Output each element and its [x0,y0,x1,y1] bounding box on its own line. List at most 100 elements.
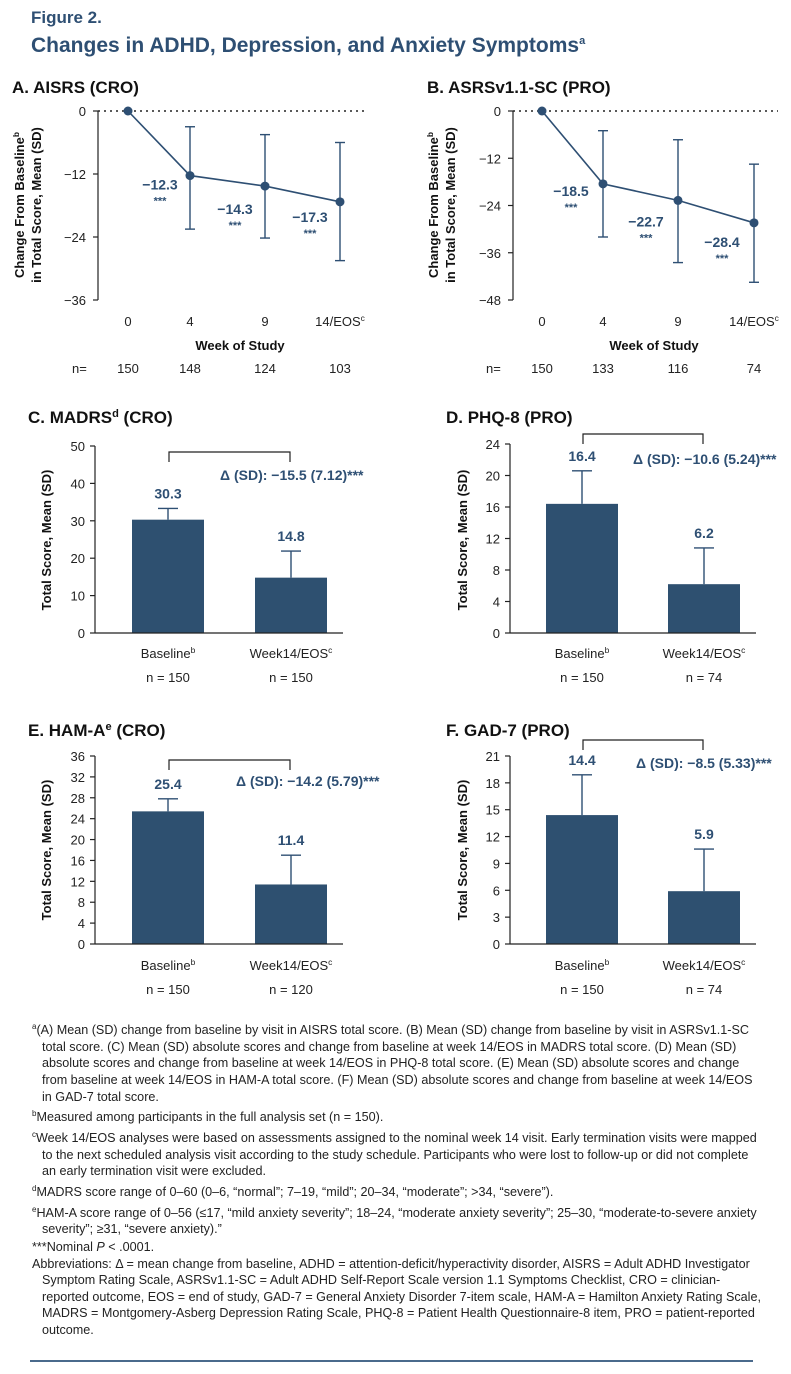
y-tick-label: 0 [78,626,85,641]
data-label: 16.4 [568,448,595,464]
n-count: n = 150 [560,670,604,685]
y-tick-label: 50 [71,439,85,454]
y-tick-label: 21 [486,749,500,764]
y-tick-label: 36 [71,749,85,764]
y-tick-label: 3 [493,910,500,925]
delta-annotation: Δ (SD): −10.6 (5.24)*** [633,451,777,467]
y-axis-title: Total Score, Mean (SD) [39,470,54,611]
significance-marker: *** [640,232,654,244]
x-tick-label: 14/EOSc [315,313,365,329]
x-tick-label: Baselineb [141,957,196,973]
y-tick-label: 24 [71,812,85,827]
y-tick-label: 8 [78,895,85,910]
y-tick-label: −36 [479,246,501,261]
y-tick-label: 32 [71,770,85,785]
n-count: 133 [592,361,614,376]
y-tick-label: −12 [64,167,86,182]
y-tick-label: 12 [486,830,500,845]
panel-title: C. MADRSd (CRO) [28,408,173,427]
x-tick-label: Baselineb [555,957,610,973]
data-point [537,106,547,116]
y-tick-label: 40 [71,476,85,491]
series-line [127,110,341,203]
significance-marker: *** [565,202,579,214]
y-tick-label: −24 [64,230,86,245]
data-label: −14.3 [217,201,253,217]
x-axis-title: Week of Study [195,338,285,353]
x-tick-label: Baselineb [555,645,610,661]
n-count: 148 [179,361,201,376]
y-tick-label: 30 [71,514,85,529]
y-tick-label: 16 [71,853,85,868]
panel-title: D. PHQ-8 (PRO) [446,408,573,427]
bar [255,577,327,633]
x-tick-label: Week14/EOSc [663,957,746,973]
data-point [260,181,270,191]
n-count: n = 150 [146,982,190,997]
y-tick-label: 4 [493,595,500,610]
bar [668,584,740,633]
x-tick-label: Week14/EOSc [250,645,333,661]
y-axis-title: Change From Baselineb [425,132,441,278]
y-tick-label: 20 [71,833,85,848]
y-tick-label: 20 [71,551,85,566]
y-tick-label: 0 [493,937,500,952]
data-point [123,106,133,116]
comparison-bracket [582,433,704,444]
footnote-c: cWeek 14/EOS analyses were based on asse… [32,1129,757,1179]
series-line [541,110,755,224]
y-tick-label: −36 [64,293,86,308]
x-tick-label: 9 [674,314,681,329]
data-label: −18.5 [553,183,589,199]
y-tick-label: −12 [479,151,501,166]
footnote-abbreviations: Abbreviations: Δ = mean change from base… [32,1256,761,1338]
comparison-bracket [168,759,291,770]
delta-annotation: Δ (SD): −15.5 (7.12)*** [220,467,364,483]
n-count: n = 150 [560,982,604,997]
panel-title: A. AISRS (CRO) [12,78,139,97]
n-count: 116 [668,361,689,376]
data-label: −12.3 [142,177,178,193]
bar [132,519,204,633]
y-tick-label: 20 [486,469,500,484]
significance-marker: *** [304,228,318,240]
n-count: n = 120 [269,982,313,997]
n-count: n = 150 [269,670,313,685]
footnote-b: bMeasured among participants in the full… [32,1109,384,1125]
bar [546,815,618,944]
panel-title: B. ASRSv1.1-SC (PRO) [427,78,611,97]
y-tick-label: 18 [486,776,500,791]
x-tick-label: Week14/EOSc [250,957,333,973]
data-label: 5.9 [694,826,714,842]
y-tick-label: 12 [486,532,500,547]
y-axis-title: Total Score, Mean (SD) [39,780,54,921]
data-point [598,179,608,189]
bar [546,503,618,633]
panel-title: F. GAD-7 (PRO) [446,721,570,740]
y-tick-label: −24 [479,199,501,214]
y-tick-label: 12 [71,874,85,889]
data-point [185,171,195,181]
significance-marker: *** [154,196,168,208]
data-label: 11.4 [278,832,305,848]
bar [132,811,204,944]
data-point [749,218,759,228]
significance-marker: *** [716,253,730,265]
y-tick-label: 16 [486,500,500,515]
footnote-a: a(A) Mean (SD) change from baseline by v… [32,1022,753,1104]
footnote-e: eHAM-A score range of 0–56 (≤17, “mild a… [32,1204,757,1237]
y-axis-title: Total Score, Mean (SD) [455,470,470,611]
n-count: n = 74 [686,982,723,997]
x-tick-label: 4 [186,314,193,329]
data-point [673,195,683,205]
x-tick-label: 4 [599,314,606,329]
figure-title: Changes in ADHD, Depression, and Anxiety… [31,34,586,57]
footnote-d: dMADRS score range of 0–60 (0–6, “normal… [32,1183,554,1200]
data-label: −28.4 [704,234,740,250]
figure-title-footnote-mark: a [579,35,586,47]
